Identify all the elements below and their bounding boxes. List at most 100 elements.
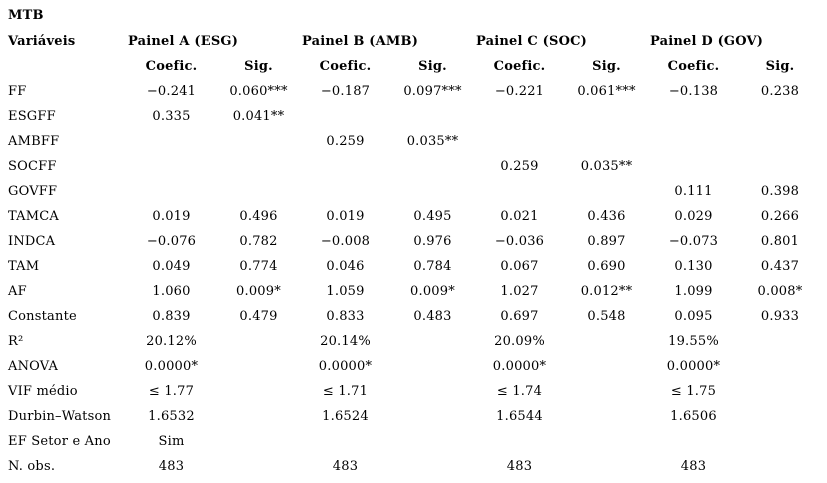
cell-value: 20.14% bbox=[320, 334, 371, 349]
regression-results-table: Variáveis Painel A (ESG) Painel B (AMB) … bbox=[8, 29, 823, 479]
row-label: VIF médio bbox=[8, 384, 78, 399]
coefic-subheader-b: Coefic. bbox=[319, 59, 372, 74]
coefic-subheader-c: Coefic. bbox=[493, 59, 546, 74]
cell-value bbox=[215, 154, 302, 179]
cell-value bbox=[563, 329, 650, 354]
cell-value bbox=[737, 329, 823, 354]
cell-value: 0.012** bbox=[580, 284, 633, 299]
cell-value: −0.076 bbox=[146, 234, 197, 249]
cell-value: 1.099 bbox=[674, 284, 713, 299]
cell-value: −0.241 bbox=[146, 84, 197, 99]
cell-value: 0.976 bbox=[413, 234, 452, 249]
table-row: Constante 0.839 0.479 0.833 0.483 0.697 0.548 0… bbox=[8, 304, 823, 329]
cell-value: 1.027 bbox=[500, 284, 539, 299]
cell-value bbox=[389, 354, 476, 379]
spacer-cell bbox=[8, 54, 128, 79]
cell-value: 483 bbox=[680, 459, 707, 474]
cell-value: −0.221 bbox=[494, 84, 545, 99]
cell-value: Sim bbox=[158, 434, 185, 449]
row-label: SOCFF bbox=[8, 159, 57, 174]
cell-value bbox=[737, 404, 823, 429]
cell-value: 0.0000* bbox=[318, 359, 373, 374]
cell-value: 0.782 bbox=[239, 234, 278, 249]
table-row: N. obs. 483 483 483 483 bbox=[8, 454, 823, 479]
table-row: FF −0.241 0.060*** −0.187 0.097*** −0.221 0.06… bbox=[8, 79, 823, 104]
cell-value: 1.6524 bbox=[322, 409, 369, 424]
cell-value: 0.046 bbox=[326, 259, 365, 274]
cell-value: 0.690 bbox=[587, 259, 626, 274]
cell-value bbox=[389, 154, 476, 179]
cell-value: 0.009* bbox=[410, 284, 455, 299]
cell-value: 0.009* bbox=[236, 284, 281, 299]
cell-value bbox=[737, 354, 823, 379]
cell-value: 0.029 bbox=[674, 209, 713, 224]
row-label: N. obs. bbox=[8, 459, 56, 474]
row-label: GOVFF bbox=[8, 184, 58, 199]
cell-value bbox=[737, 154, 823, 179]
cell-value: 0.0000* bbox=[492, 359, 547, 374]
cell-value bbox=[389, 379, 476, 404]
cell-value bbox=[737, 429, 823, 454]
row-label: Constante bbox=[8, 309, 77, 324]
sig-subheader-d: Sig. bbox=[765, 59, 795, 74]
cell-value bbox=[563, 129, 650, 154]
cell-value bbox=[563, 179, 650, 204]
sig-subheader-a: Sig. bbox=[244, 59, 273, 74]
coefic-subheader-a: Coefic. bbox=[145, 59, 198, 74]
cell-value bbox=[128, 179, 215, 204]
cell-value: 0.060*** bbox=[229, 84, 288, 99]
variables-column-header: Variáveis bbox=[8, 34, 76, 49]
row-label: ESGFF bbox=[8, 109, 56, 124]
cell-value: 0.019 bbox=[152, 209, 191, 224]
cell-value bbox=[215, 404, 302, 429]
cell-value bbox=[302, 104, 389, 129]
cell-value: ≤ 1.71 bbox=[322, 384, 369, 399]
cell-value bbox=[215, 329, 302, 354]
cell-value bbox=[563, 454, 650, 479]
cell-value bbox=[563, 429, 650, 454]
coefic-subheader-d: Coefic. bbox=[667, 59, 720, 74]
cell-value: 0.0000* bbox=[144, 359, 199, 374]
cell-value bbox=[215, 179, 302, 204]
cell-value: −0.008 bbox=[320, 234, 371, 249]
cell-value: 19.55% bbox=[668, 334, 719, 349]
cell-value bbox=[128, 129, 215, 154]
cell-value: 0.801 bbox=[760, 234, 800, 249]
panel-header-row: Variáveis Painel A (ESG) Painel B (AMB) … bbox=[8, 29, 823, 54]
row-label: R² bbox=[8, 334, 24, 349]
cell-value: 0.259 bbox=[500, 159, 539, 174]
panel-d-header: Painel D (GOV) bbox=[650, 34, 764, 49]
cell-value: 0.130 bbox=[674, 259, 713, 274]
table-row: ESGFF 0.335 0.041** bbox=[8, 104, 823, 129]
subheader-row: Coefic. Sig. Coefic. Sig. Coefic. Sig. C… bbox=[8, 54, 823, 79]
row-label: TAM bbox=[8, 259, 40, 274]
cell-value bbox=[389, 329, 476, 354]
cell-value bbox=[215, 354, 302, 379]
cell-value bbox=[128, 154, 215, 179]
cell-value: 0.436 bbox=[587, 209, 626, 224]
cell-value: 0.0000* bbox=[666, 359, 721, 374]
table-row: R² 20.12% 20.14% 20.09% 19.55% bbox=[8, 329, 823, 354]
cell-value: 1.6532 bbox=[148, 409, 195, 424]
cell-value bbox=[389, 179, 476, 204]
cell-value bbox=[389, 454, 476, 479]
cell-value bbox=[650, 154, 737, 179]
table-row: AF 1.060 0.009* 1.059 0.009* 1.027 0.012** 1.09… bbox=[8, 279, 823, 304]
cell-value bbox=[650, 429, 737, 454]
cell-value: 483 bbox=[158, 459, 185, 474]
table-title: MTB bbox=[8, 8, 44, 23]
cell-value: 0.035** bbox=[406, 134, 459, 149]
table-row: VIF médio ≤ 1.77 ≤ 1.71 ≤ 1.74 ≤ 1.75 bbox=[8, 379, 823, 404]
cell-value: 483 bbox=[332, 459, 359, 474]
cell-value bbox=[650, 104, 737, 129]
cell-value bbox=[563, 354, 650, 379]
cell-value bbox=[302, 154, 389, 179]
panel-b-header: Painel B (AMB) bbox=[302, 34, 419, 49]
cell-value: 0.495 bbox=[413, 209, 452, 224]
cell-value bbox=[737, 379, 823, 404]
row-label: ANOVA bbox=[8, 359, 59, 374]
cell-value: ≤ 1.77 bbox=[148, 384, 195, 399]
cell-value: 0.839 bbox=[152, 309, 191, 324]
row-label: AF bbox=[8, 284, 27, 299]
